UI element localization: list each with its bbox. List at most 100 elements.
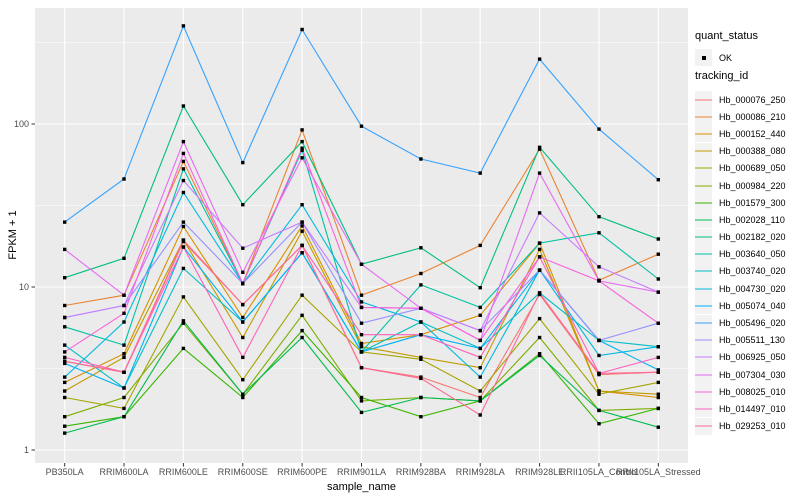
data-point [300,203,304,207]
legend-item-Hb_002028_110: Hb_002028_110 [695,211,800,229]
legend-item-label: Hb_005496_020 [719,318,786,329]
data-point [122,355,126,360]
line-key-icon [695,211,712,229]
data-point [359,395,364,400]
data-point [300,139,304,144]
data-point [181,245,186,249]
data-point [241,246,245,250]
legend-item-label: Hb_029253_010 [719,421,786,432]
data-point [537,353,542,358]
data-point [181,319,186,323]
y-tick-label: 10 [19,282,29,292]
data-point [122,303,126,308]
data-point [537,211,542,215]
data-point [300,243,304,248]
data-point [478,399,482,403]
legend-item-Hb_003740_020: Hb_003740_020 [695,262,800,280]
data-point [241,395,245,400]
data-point [597,408,601,413]
data-point [656,290,660,294]
series-color-line-icon [695,185,712,187]
data-point [63,415,67,419]
legend-item-Hb_006925_050: Hb_006925_050 [695,348,800,366]
data-point [300,335,304,340]
data-point [63,380,67,385]
data-point [419,357,423,361]
data-point [597,389,601,393]
line-key-icon [695,417,712,435]
data-point [181,104,186,108]
x-tick-label: RRIM928LA [456,467,505,477]
legend-item-Hb_003640_050: Hb_003640_050 [695,245,800,263]
legend-item-label: Hb_003740_020 [719,266,786,277]
series-color-line-icon [695,305,712,307]
data-point [300,27,304,32]
data-point [63,343,67,347]
data-point [181,24,186,28]
data-point [419,271,423,276]
data-point [300,328,304,333]
y-axis-title: FPKM + 1 [7,210,19,260]
data-point [478,413,482,417]
legend-item-Hb_005496_020: Hb_005496_020 [695,314,800,332]
data-point [241,203,245,207]
legend-item-Hb_008025_010: Hb_008025_010 [695,383,800,401]
data-point [63,220,67,224]
legend-tracking-id-items: Hb_000076_250 Hb_000086_210 Hb_000152_440 H… [694,91,800,435]
data-point [122,415,126,419]
data-point [359,293,364,297]
data-point [656,392,660,396]
data-point [656,380,660,385]
data-point [478,375,482,379]
data-point [241,355,245,360]
line-key-icon [695,228,712,246]
x-tick-label: RRIM600LA [100,467,149,477]
data-point [122,177,126,181]
series-color-line-icon [695,270,712,272]
black-point-icon [701,55,706,60]
data-point [537,145,542,149]
x-tick-label: RRIM928BA [396,467,446,477]
data-point [63,431,67,435]
series-color-line-icon [695,408,712,410]
data-point [63,247,67,252]
data-point [122,256,126,260]
data-point [537,147,542,151]
series-color-line-icon [695,133,712,135]
data-point [181,295,186,299]
data-point [597,215,601,219]
data-point [300,313,304,317]
x-tick-label: RRIM928LE [515,467,564,477]
legend-item-Hb_007304_030: Hb_007304_030 [695,366,800,384]
legend-item-label: Hb_008025_010 [719,386,786,397]
data-point [419,355,423,360]
data-point [537,316,542,321]
data-point [537,335,542,340]
data-point [478,355,482,360]
data-point [241,160,245,165]
legend-quant-status-label: OK [719,52,733,63]
legend-item-label: Hb_001579_300 [719,197,786,208]
series-color-line-icon [695,391,712,393]
data-point [656,321,660,325]
data-point [359,366,364,370]
data-point [359,341,364,346]
legend-item-label: Hb_000076_250 [719,94,786,105]
data-point [656,368,660,372]
data-point [122,370,126,374]
point-key-icon [695,49,712,67]
data-point [63,315,67,320]
data-point [478,389,482,393]
data-point [537,241,542,245]
data-point [122,352,126,356]
data-point [181,266,186,271]
x-tick-label: RRIM600LE [159,467,208,477]
data-point [181,220,186,224]
data-point [478,171,482,175]
data-point [241,315,245,320]
data-point [300,146,304,150]
data-point [419,157,423,161]
data-point [63,355,67,360]
data-point [537,171,542,175]
line-key-icon [695,297,712,315]
